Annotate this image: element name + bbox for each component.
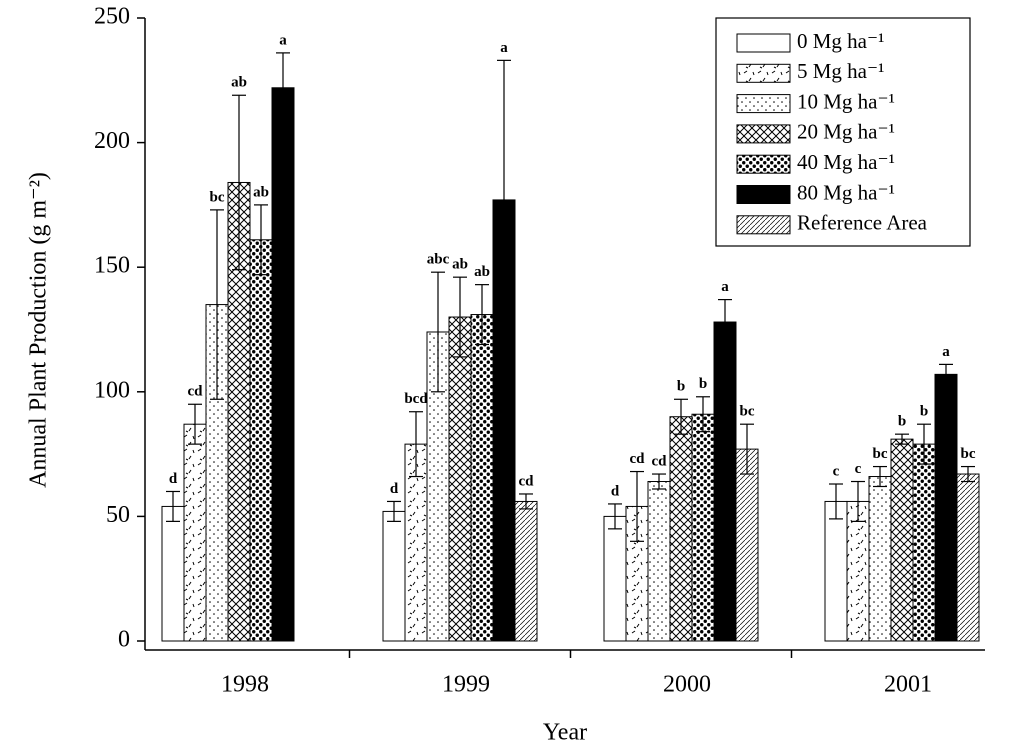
significance-letter: cd — [652, 453, 668, 469]
y-tick-label: 50 — [106, 502, 130, 528]
bar — [846, 500, 870, 642]
bar — [713, 321, 737, 642]
significance-letter: a — [942, 344, 950, 360]
legend-swatch — [736, 154, 791, 174]
y-tick-label: 150 — [94, 253, 130, 279]
significance-letter: ab — [452, 257, 468, 273]
x-axis-title: Year — [543, 720, 587, 746]
bar — [669, 416, 693, 642]
legend-swatch — [736, 63, 791, 83]
y-tick-label: 200 — [94, 128, 130, 154]
significance-letter: bcd — [404, 391, 428, 407]
legend-swatch — [736, 33, 791, 53]
bar — [647, 481, 671, 642]
bar — [249, 239, 273, 642]
significance-letter: d — [390, 481, 399, 497]
bar — [382, 510, 406, 642]
bar — [956, 473, 980, 642]
significance-letter: ab — [253, 184, 269, 200]
significance-letter: b — [699, 376, 707, 392]
legend-label: 5 Mg ha⁻¹ — [797, 59, 884, 83]
significance-letter: cd — [188, 384, 204, 400]
significance-letter: a — [279, 32, 287, 48]
bar — [934, 373, 958, 642]
significance-letter: c — [833, 463, 840, 479]
legend-label: Reference Area — [797, 211, 928, 235]
bar — [514, 500, 538, 642]
y-tick-label: 250 — [94, 4, 130, 30]
legend-swatch — [736, 124, 791, 144]
y-tick-label: 100 — [94, 377, 130, 403]
legend-label: 0 Mg ha⁻¹ — [797, 29, 884, 53]
significance-letter: d — [169, 471, 178, 487]
bar — [603, 515, 627, 642]
significance-letter: b — [898, 414, 906, 430]
significance-letter: cd — [519, 473, 535, 489]
x-tick-label: 2000 — [663, 672, 711, 698]
significance-letter: b — [677, 379, 685, 395]
significance-letter: a — [500, 40, 508, 56]
bar — [868, 476, 892, 642]
significance-letter: c — [855, 461, 862, 477]
x-tick-label: 1998 — [221, 672, 269, 698]
legend-label: 40 Mg ha⁻¹ — [797, 150, 895, 174]
significance-letter: bc — [961, 446, 976, 462]
bar — [448, 316, 472, 642]
significance-letter: cd — [630, 451, 646, 467]
bar — [691, 413, 715, 642]
y-axis-title: Annual Plant Production (g m⁻²) — [26, 172, 52, 488]
x-tick-label: 1999 — [442, 672, 490, 698]
significance-letter: b — [920, 404, 928, 420]
bar — [735, 448, 759, 642]
x-tick-label: 2001 — [884, 672, 932, 698]
bar — [824, 500, 848, 642]
legend-label: 10 Mg ha⁻¹ — [797, 89, 895, 113]
bar — [912, 443, 936, 642]
significance-letter: bc — [740, 404, 755, 420]
legend-swatch — [736, 215, 791, 235]
bar — [890, 438, 914, 642]
bar — [271, 87, 295, 642]
significance-letter: abc — [427, 252, 450, 268]
bar — [183, 423, 207, 642]
significance-letter: bc — [873, 446, 888, 462]
significance-letter: ab — [231, 75, 247, 91]
bar — [161, 505, 185, 642]
legend-swatch — [736, 94, 791, 114]
legend-label: 20 Mg ha⁻¹ — [797, 120, 895, 144]
legend-label: 80 Mg ha⁻¹ — [797, 180, 895, 204]
legend-swatch — [736, 185, 791, 204]
significance-letter: d — [611, 483, 620, 499]
significance-letter: ab — [474, 264, 490, 280]
significance-letter: a — [721, 279, 729, 295]
bar — [470, 314, 494, 642]
y-tick-label: 0 — [118, 627, 130, 653]
significance-letter: bc — [210, 189, 225, 205]
